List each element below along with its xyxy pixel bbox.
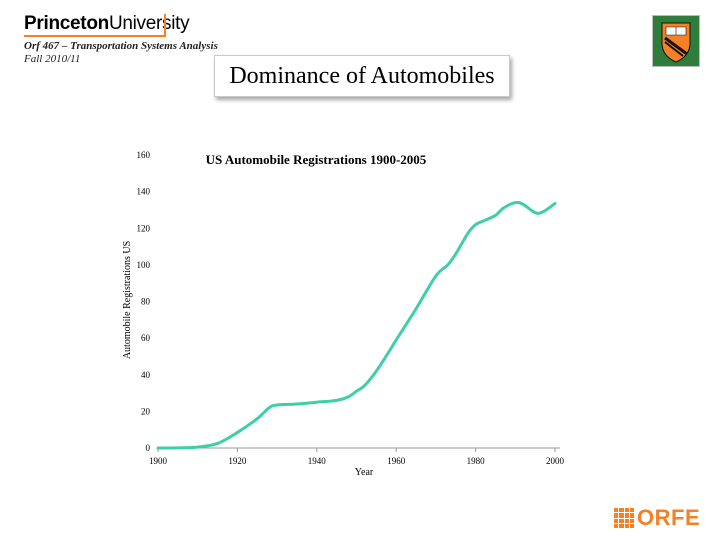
orfe-logo-text: ORFE	[637, 505, 701, 530]
x-tick-label: 1900	[149, 456, 168, 466]
logo-underline	[24, 35, 164, 37]
y-tick-label: 100	[137, 260, 151, 270]
x-tick-label: 2000	[546, 456, 565, 466]
x-tick-label: 1920	[228, 456, 247, 466]
x-axis-label: Year	[355, 467, 374, 478]
y-tick-label: 160	[137, 150, 151, 160]
logo-word-princeton: Princeton	[24, 13, 109, 34]
chart-title: US Automobile Registrations 1900-2005	[206, 152, 427, 167]
y-tick-label: 40	[141, 370, 151, 380]
slide-title: Dominance of Automobiles	[229, 62, 495, 89]
orfe-logo: ORFE	[614, 505, 700, 531]
y-tick-label: 80	[141, 297, 151, 307]
course-title: Orf 467 – Transportation Systems Analysi…	[24, 40, 218, 52]
series-line	[156, 200, 557, 450]
y-tick-label: 140	[137, 187, 151, 197]
course-term: Fall 2010/11	[24, 53, 81, 65]
slide-title-box: Dominance of Automobiles	[214, 55, 510, 97]
y-tick-label: 20	[141, 406, 151, 416]
princeton-shield-icon	[652, 15, 700, 67]
orfe-grid-icon	[614, 508, 634, 528]
logo-vertical-rule	[164, 14, 166, 37]
y-axis-label: Automobile Registrations US	[122, 241, 133, 359]
y-tick-label: 120	[137, 223, 151, 233]
x-tick-label: 1940	[308, 456, 327, 466]
logo-word-university: University	[108, 13, 190, 34]
x-tick-label: 1980	[467, 456, 486, 466]
x-tick-label: 1960	[387, 456, 406, 466]
y-tick-label: 60	[141, 333, 151, 343]
y-tick-label: 0	[146, 443, 151, 453]
princeton-wordmark: PrincetonUniversity	[24, 13, 190, 35]
